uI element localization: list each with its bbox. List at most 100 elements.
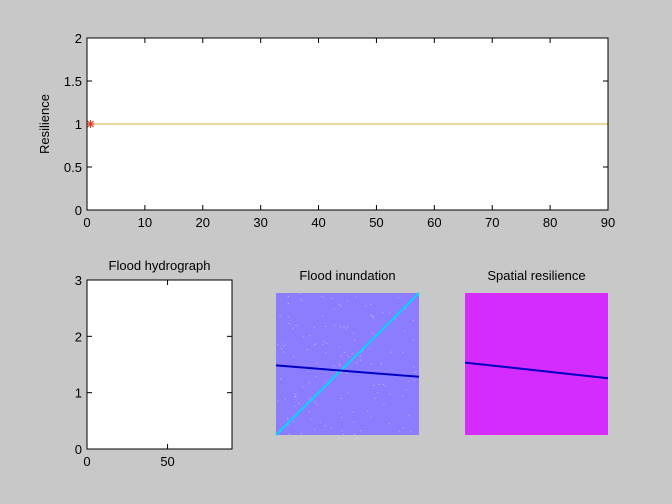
resilience-ytick-label: 2 xyxy=(75,31,82,46)
resilience-ytick-label: 0.5 xyxy=(64,160,82,175)
inundation-speckle xyxy=(384,385,386,387)
inundation-speckle xyxy=(340,305,342,308)
inundation-speckle xyxy=(277,344,279,346)
inundation-speckle xyxy=(333,324,336,326)
resilience-marker xyxy=(86,120,95,128)
inundation-speckle xyxy=(280,378,282,380)
inundation-speckle xyxy=(347,326,349,328)
inundation-speckle xyxy=(383,404,385,406)
inundation-speckle xyxy=(380,362,382,365)
resilience-axes: 0 10 20 30 40 50 60 70 80 90 0 0.5 1 1.5 2 Resilience xyxy=(37,31,615,230)
inundation-speckle xyxy=(342,433,344,435)
inundation-speckle xyxy=(353,433,356,435)
inundation-speckle xyxy=(287,418,289,420)
inundation-speckle xyxy=(413,366,415,368)
resilience-xtick-label: 30 xyxy=(253,215,267,230)
inundation-speckle xyxy=(407,380,409,383)
inundation-line xyxy=(275,364,420,378)
resilience-ytick-label: 1.5 xyxy=(64,74,82,89)
inundation-speckle xyxy=(341,416,343,419)
inundation-speckle xyxy=(341,371,343,373)
inundation-speckle xyxy=(403,373,406,375)
inundation-speckle xyxy=(377,392,379,394)
inundation-speckle xyxy=(308,382,311,384)
inundation-speckle xyxy=(351,352,353,355)
inundation-speckle xyxy=(370,363,372,366)
inundation-speckle xyxy=(315,343,317,345)
flood-inundation-image: Flood inundation xyxy=(275,268,420,436)
inundation-speckle xyxy=(338,363,340,365)
resilience-ytick-label: 1 xyxy=(75,117,82,132)
inundation-speckle xyxy=(372,316,374,319)
inundation-speckle xyxy=(302,336,304,338)
inundation-line xyxy=(275,292,420,436)
inundation-speckle xyxy=(315,376,317,378)
inundation-speckle xyxy=(340,397,342,400)
inundation-speckle xyxy=(388,422,390,425)
inundation-speckle xyxy=(352,410,355,413)
spatial-resilience-line xyxy=(464,361,609,380)
inundation-speckle xyxy=(374,397,376,399)
inundation-speckle xyxy=(310,418,312,420)
resilience-xtick-label: 20 xyxy=(196,215,210,230)
inundation-speckle xyxy=(324,425,326,427)
inundation-speckle xyxy=(331,297,333,299)
resilience-xtick-label: 70 xyxy=(485,215,499,230)
inundation-speckle xyxy=(359,355,361,357)
inundation-speckle xyxy=(323,340,325,342)
inundation-speckle xyxy=(293,420,295,422)
inundation-speckle xyxy=(301,300,303,302)
inundation-speckle xyxy=(346,372,348,374)
inundation-speckle xyxy=(279,314,281,317)
inundation-speckle xyxy=(315,362,318,364)
inundation-speckle xyxy=(343,326,345,328)
hydrograph-title: Flood hydrograph xyxy=(109,258,211,273)
inundation-speckle xyxy=(295,324,297,326)
inundation-speckle xyxy=(339,364,341,367)
inundation-speckle xyxy=(321,315,324,317)
inundation-speckle xyxy=(323,296,325,299)
spatial-resilience-image: Spatial resilience xyxy=(464,268,609,435)
inundation-speckle xyxy=(330,427,332,429)
inundation-speckle xyxy=(344,351,346,354)
inundation-speckle xyxy=(319,421,321,424)
hydrograph-ytick-label: 1 xyxy=(75,386,82,401)
inundation-speckle xyxy=(316,403,318,406)
inundation-speckle xyxy=(405,389,407,391)
inundation-speckle xyxy=(284,398,286,400)
inundation-speckle xyxy=(408,415,410,417)
inundation-speckle xyxy=(338,346,341,348)
inundation-speckle xyxy=(369,348,371,350)
inundation-speckle xyxy=(299,293,301,295)
hydrograph-ytick-label: 0 xyxy=(75,442,82,457)
inundation-speckle xyxy=(309,398,311,400)
inundation-speckle xyxy=(341,430,343,432)
flood-hydrograph-axes: Flood hydrograph 0 50 0 1 2 3 xyxy=(75,258,233,469)
hydrograph-xtick-label: 0 xyxy=(83,454,90,469)
hydrograph-plot-area xyxy=(87,280,232,449)
inundation-speckle xyxy=(360,429,362,432)
inundation-speckle xyxy=(388,393,391,395)
resilience-ylabel: Resilience xyxy=(37,94,52,154)
inundation-speckle xyxy=(352,332,354,334)
inundation-speckle xyxy=(288,433,290,435)
inundation-speckle xyxy=(410,430,412,432)
resilience-frame xyxy=(86,37,609,211)
inundation-speckle xyxy=(412,319,414,322)
inundation-speckle xyxy=(308,335,311,337)
inundation-speckle xyxy=(333,365,335,367)
inundation-speckle xyxy=(294,396,296,398)
resilience-xtick-label: 0 xyxy=(83,215,90,230)
inundation-speckle xyxy=(370,303,372,306)
inundation-speckle xyxy=(297,402,300,404)
spatial-resilience-title: Spatial resilience xyxy=(487,268,585,283)
inundation-speckle xyxy=(302,386,304,388)
inundation-speckle xyxy=(313,326,315,328)
inundation-speckle xyxy=(362,350,364,352)
inundation-speckle xyxy=(347,392,349,394)
inundation-speckle xyxy=(370,416,372,418)
inundation-speckle xyxy=(321,296,323,298)
resilience-xtick-label: 60 xyxy=(427,215,441,230)
inundation-speckle xyxy=(338,303,341,305)
